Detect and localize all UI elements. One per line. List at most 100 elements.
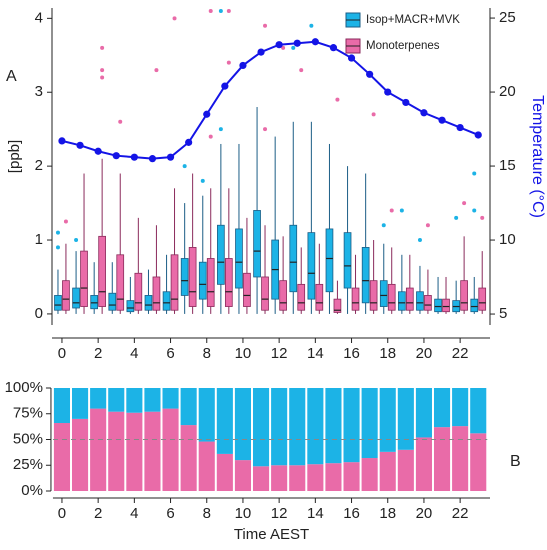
x-tick-label: 12 [271, 345, 288, 362]
bar-segment [271, 465, 288, 491]
x-tick-label: 6 [166, 345, 174, 362]
box [361, 247, 370, 304]
bar-segment [433, 388, 451, 428]
bar-segment [53, 423, 71, 491]
outlier [74, 238, 79, 243]
bar-segment [72, 418, 89, 491]
outlier [218, 127, 223, 132]
x-tick-label: 20 [416, 505, 433, 522]
y-tick-label: 0 [35, 305, 43, 322]
box [261, 276, 269, 311]
outlier [218, 8, 223, 13]
outlier [299, 68, 304, 73]
box [478, 287, 487, 311]
panel-label: A [6, 68, 17, 85]
outlier [417, 238, 422, 243]
bar-segment [452, 426, 469, 491]
outlier [399, 208, 404, 213]
outlier [200, 178, 205, 183]
legend-label: Isop+MACR+MVK [366, 14, 460, 26]
temperature-point [329, 44, 338, 52]
y2-tick-label: 10 [499, 231, 516, 248]
box [315, 283, 324, 311]
box [170, 254, 179, 311]
box [460, 280, 468, 311]
box [369, 280, 378, 311]
x-tick-label: 18 [379, 505, 396, 522]
temperature-point [420, 109, 428, 117]
temperature-point [76, 141, 84, 149]
temperature-point [293, 39, 301, 47]
outlier [291, 45, 296, 50]
box [243, 272, 251, 307]
box [405, 287, 414, 311]
bar-segment [234, 460, 251, 491]
x-tick-label: 10 [235, 345, 252, 362]
box [235, 228, 243, 289]
box [387, 283, 396, 311]
temperature-point [58, 137, 66, 145]
box [134, 272, 143, 311]
box [217, 224, 225, 285]
bar-segment [470, 388, 487, 434]
outlier [182, 164, 187, 169]
outlier [454, 215, 459, 220]
box [398, 291, 406, 311]
bar-segment [198, 388, 215, 442]
bar-segment [289, 388, 306, 466]
x-tick-label: 14 [307, 505, 324, 522]
box [198, 261, 207, 300]
bar-segment [234, 388, 251, 461]
outlier [462, 201, 467, 206]
outlier [371, 112, 376, 117]
outlier [309, 23, 314, 28]
bar-segment [72, 388, 89, 419]
bar-segment [379, 451, 396, 491]
x-tick-label: 14 [307, 345, 324, 362]
y2-axis-label: Temperature (°C) [529, 95, 546, 218]
box [307, 232, 316, 300]
y-tick-label: 25% [13, 456, 43, 473]
box [90, 295, 99, 310]
box [351, 287, 360, 311]
temperature-point [257, 48, 265, 56]
bar-segment [108, 411, 125, 491]
outlier [63, 219, 68, 224]
temperature-point [402, 98, 410, 107]
x-axis-label: Time AEST [234, 526, 309, 543]
outlier [118, 119, 123, 124]
temperature-point [221, 82, 229, 90]
bar-segment [90, 408, 107, 491]
bar-segment [289, 465, 306, 491]
y-tick-label: 75% [13, 405, 43, 422]
box [297, 283, 306, 311]
bar-segment [343, 388, 360, 463]
x-tick-label: 4 [130, 505, 138, 522]
y2-tick-label: 25 [499, 9, 516, 26]
bar-segment [361, 458, 378, 491]
x-tick-label: 2 [94, 505, 102, 522]
bar-segment [415, 437, 432, 491]
temperature-point [130, 153, 138, 161]
bar-segment [415, 388, 432, 438]
outlier [389, 208, 394, 213]
outlier [281, 45, 286, 50]
x-tick-label: 16 [343, 505, 360, 522]
box [289, 224, 298, 293]
x-tick-label: 0 [58, 345, 66, 362]
outlier [263, 127, 268, 132]
y-tick-label: 4 [35, 9, 43, 26]
bar-segment [144, 411, 161, 491]
box [279, 280, 287, 311]
box [253, 210, 261, 278]
bar-segment [271, 388, 288, 466]
y-tick-label: 100% [5, 379, 43, 396]
outlier [226, 60, 231, 65]
outlier [55, 245, 60, 250]
outlier [381, 223, 386, 228]
box [416, 291, 424, 311]
box [442, 298, 450, 313]
outlier [208, 134, 213, 139]
box [54, 295, 62, 311]
